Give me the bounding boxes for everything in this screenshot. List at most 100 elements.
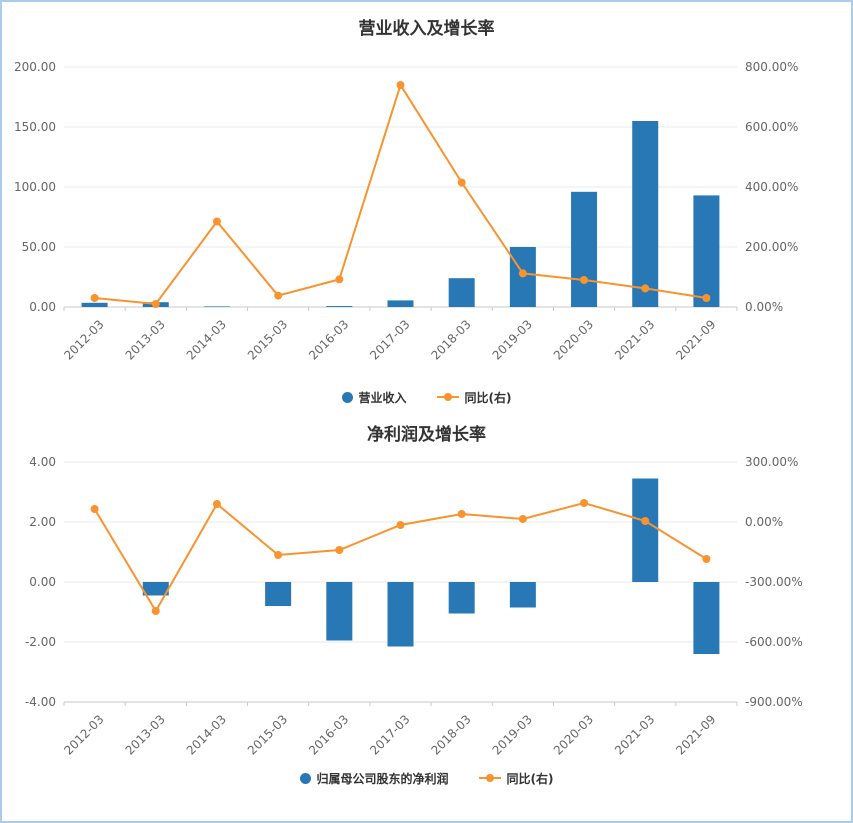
line-series xyxy=(94,82,707,306)
right-axis-tick-label: 0.00% xyxy=(745,300,783,314)
right-axis-tick-label: 800.00% xyxy=(745,60,798,74)
netprofit-chart[interactable]: 4.00 300.00% 2.00 0.00% 0.00 -300.00% -2.00 -60… xyxy=(2,448,851,763)
x-axis-label: 2016-03 xyxy=(306,317,351,362)
bar[interactable] xyxy=(203,306,230,307)
line-point[interactable] xyxy=(396,81,405,89)
bar[interactable] xyxy=(509,582,536,608)
revenue-chart-section: 营业收入及增长率 200.00 800.00% 150.00 600.00% 100.0… xyxy=(2,16,851,410)
bar[interactable] xyxy=(142,582,169,596)
right-axis-tick-label: 400.00% xyxy=(745,180,798,194)
x-axis-label: 2021-03 xyxy=(612,317,657,362)
legend-label: 同比(右) xyxy=(464,390,512,405)
left-axis-tick-label: 4.00 xyxy=(29,455,56,469)
right-axis-tick-label: -600.00% xyxy=(745,635,803,649)
legend-bar-marker-icon xyxy=(341,391,353,403)
revenue-chart[interactable]: 200.00 800.00% 150.00 600.00% 100.00 400.00% 5… xyxy=(2,42,851,382)
x-axis-label: 2018-03 xyxy=(428,712,473,757)
left-axis-tick-label: 200.00 xyxy=(14,60,56,74)
x-axis-label: 2019-03 xyxy=(490,317,535,362)
left-axis-tick-label: -2.00 xyxy=(25,635,56,649)
line-point[interactable] xyxy=(457,178,466,187)
bar[interactable] xyxy=(387,300,414,307)
x-axis-label: 2020-03 xyxy=(551,317,596,362)
right-axis-tick-label: 600.00% xyxy=(745,120,798,134)
x-axis-label: 2019-03 xyxy=(490,712,535,757)
x-axis-label: 2015-03 xyxy=(245,712,290,757)
line-point[interactable] xyxy=(212,217,221,226)
bar[interactable] xyxy=(326,582,353,641)
left-axis-tick-label: 2.00 xyxy=(29,515,56,529)
bar[interactable] xyxy=(448,278,475,307)
legend-bar-marker-icon xyxy=(299,772,311,784)
left-axis-tick-label: -4.00 xyxy=(25,695,56,709)
line-point[interactable] xyxy=(702,555,711,563)
bar[interactable] xyxy=(571,191,598,307)
line-point[interactable] xyxy=(641,284,650,293)
legend-label: 归属母公司股东的净利润 xyxy=(316,771,449,786)
x-axis-label: 2017-03 xyxy=(367,712,412,757)
x-axis-label: 2013-03 xyxy=(123,712,168,757)
right-axis-tick-label: 200.00% xyxy=(745,240,798,254)
line-point[interactable] xyxy=(518,269,527,278)
line-point[interactable] xyxy=(274,291,283,300)
line-point[interactable] xyxy=(90,294,99,302)
right-axis-tick-label: -900.00% xyxy=(745,695,803,709)
bar[interactable] xyxy=(265,582,292,606)
left-axis-tick-label: 150.00 xyxy=(14,120,56,134)
x-axis-label: 2020-03 xyxy=(551,712,596,757)
legend-line-dot-icon xyxy=(443,393,452,401)
x-axis-label: 2014-03 xyxy=(184,712,229,757)
x-axis-label: 2021-03 xyxy=(612,712,657,757)
x-axis-label: 2018-03 xyxy=(428,317,473,362)
line-point[interactable] xyxy=(274,551,283,559)
revenue-chart-title: 营业收入及增长率 xyxy=(358,19,495,39)
x-axis-label: 2014-03 xyxy=(184,317,229,362)
bar[interactable] xyxy=(326,306,353,307)
bar[interactable] xyxy=(693,582,720,654)
x-axis-label: 2013-03 xyxy=(123,317,168,362)
x-axis-label: 2012-03 xyxy=(61,712,106,757)
line-point[interactable] xyxy=(90,505,99,513)
x-axis-label: 2017-03 xyxy=(367,317,412,362)
left-axis-tick-label: 100.00 xyxy=(14,180,56,194)
line-point[interactable] xyxy=(580,499,589,507)
right-axis-tick-label: 0.00% xyxy=(745,515,783,529)
line-point[interactable] xyxy=(702,294,711,302)
line-point[interactable] xyxy=(212,500,221,508)
line-point[interactable] xyxy=(151,607,160,615)
bar[interactable] xyxy=(387,582,414,647)
legend-item[interactable]: 同比(右) xyxy=(478,770,554,787)
x-axis-label: 2016-03 xyxy=(306,712,351,757)
x-axis-label: 2015-03 xyxy=(245,317,290,362)
left-axis-tick-label: 0.00 xyxy=(29,300,56,314)
line-point[interactable] xyxy=(457,510,466,518)
x-axis-label: 2012-03 xyxy=(61,317,106,362)
line-point[interactable] xyxy=(335,275,344,284)
legend-label: 同比(右) xyxy=(506,771,554,786)
right-axis-tick-label: -300.00% xyxy=(745,575,803,589)
right-axis-tick-label: 300.00% xyxy=(745,455,798,469)
revenue-chart-legend: 营业收入 同比(右) xyxy=(2,384,851,410)
legend-line-dot-icon xyxy=(485,774,494,782)
bar[interactable] xyxy=(693,195,720,307)
x-axis-label: 2021-09 xyxy=(673,317,718,362)
line-point[interactable] xyxy=(396,521,405,529)
bar[interactable] xyxy=(632,121,659,307)
bar[interactable] xyxy=(81,302,108,307)
legend-label: 营业收入 xyxy=(358,390,407,405)
legend-item[interactable]: 归属母公司股东的净利润 xyxy=(299,770,449,787)
netprofit-chart-section: 净利润及增长率 4.00 300.00% 2.00 0.00% 0.00 -300.00%… xyxy=(2,422,851,791)
bar[interactable] xyxy=(448,582,475,614)
left-axis-tick-label: 0.00 xyxy=(29,575,56,589)
legend-line-marker-icon xyxy=(436,393,459,401)
bar[interactable] xyxy=(632,478,659,583)
line-point[interactable] xyxy=(335,546,344,554)
line-point[interactable] xyxy=(518,515,527,523)
line-point[interactable] xyxy=(641,517,650,525)
line-point[interactable] xyxy=(580,276,589,284)
netprofit-chart-title: 净利润及增长率 xyxy=(367,425,486,445)
legend-item[interactable]: 同比(右) xyxy=(436,389,512,406)
line-point[interactable] xyxy=(151,300,160,308)
x-axis-label: 2021-09 xyxy=(673,712,718,757)
legend-item[interactable]: 营业收入 xyxy=(341,389,407,406)
